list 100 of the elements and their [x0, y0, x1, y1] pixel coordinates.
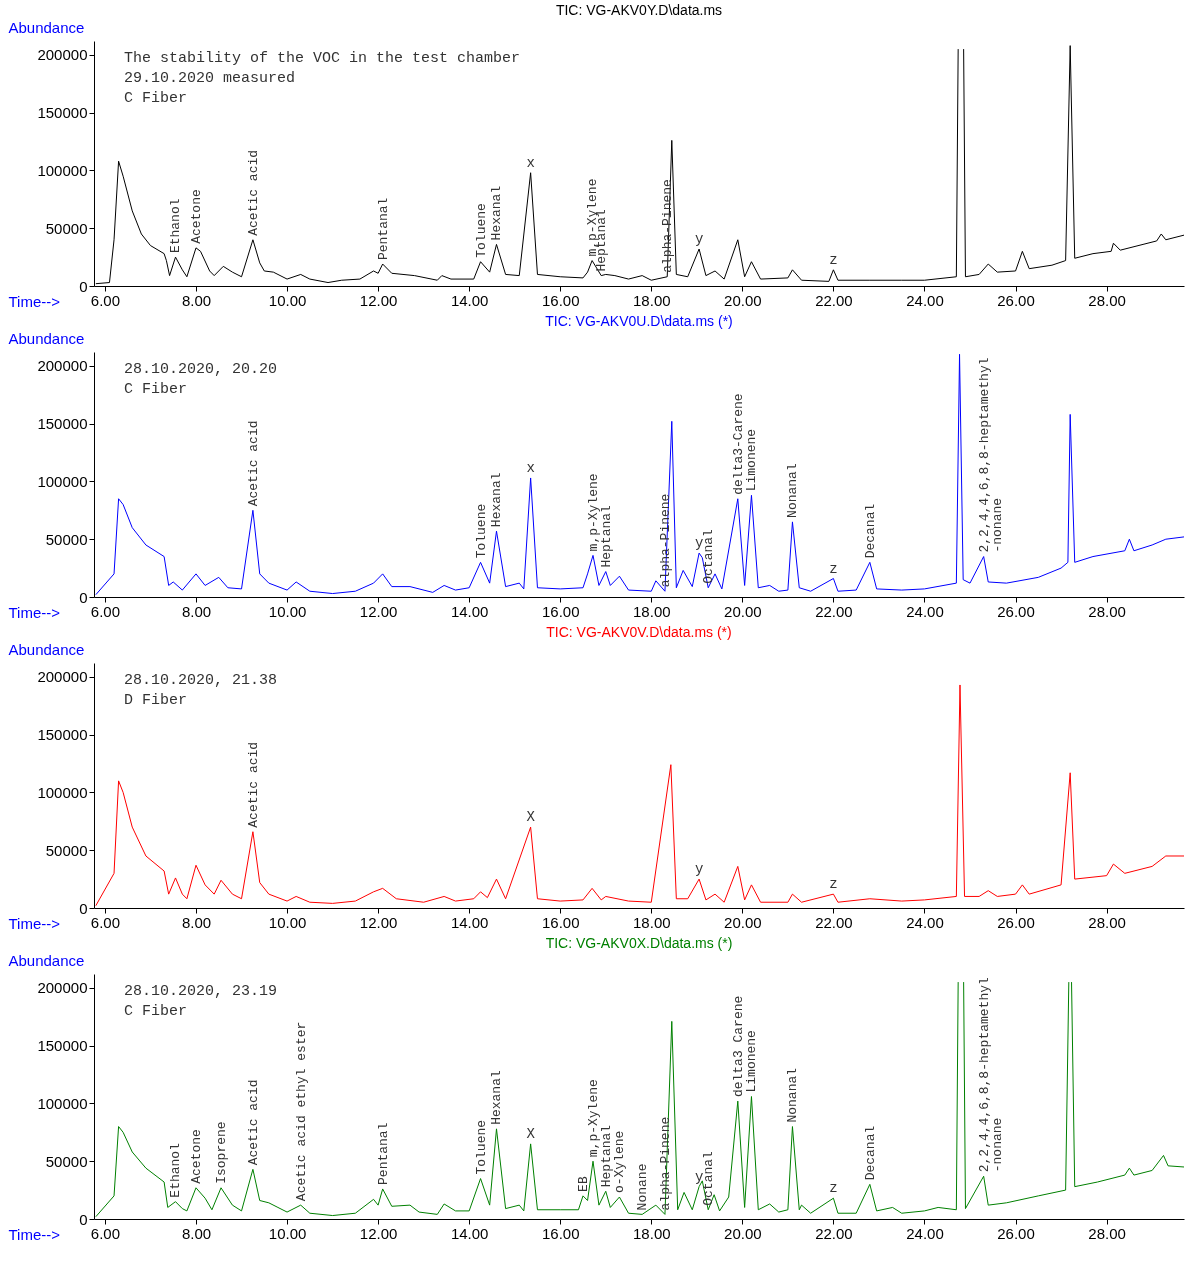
- y-tick-label: 100000: [37, 1094, 88, 1112]
- annotation: Nonane: [635, 1163, 651, 1211]
- x-tick-label: 10.00: [268, 913, 307, 931]
- x-tick-label: 18.00: [633, 913, 671, 931]
- x-tick-label: 24.00: [906, 913, 944, 931]
- y-tick-label: 100000: [37, 472, 88, 490]
- y-tick-label: 0: [79, 277, 88, 295]
- x-tick-label: 10.00: [268, 602, 307, 620]
- annotation: Toluene: [473, 1119, 489, 1175]
- annotation: Pentanal: [375, 197, 391, 261]
- annotation: Isoprene: [214, 1121, 230, 1184]
- annotation: 29.10.2020 measured: [124, 70, 296, 87]
- annotation: Pentanal: [375, 1122, 391, 1185]
- chart-title: TIC: VG-AKV0V.D\data.ms (*): [546, 624, 732, 640]
- annotation: z: [829, 876, 838, 893]
- annotation: Hexanal: [489, 472, 505, 528]
- annotation: C Fiber: [124, 381, 188, 398]
- x-tick-label: 16.00: [541, 602, 580, 620]
- x-tick-label: 14.00: [450, 1224, 489, 1242]
- x-tick-label: 24.00: [906, 602, 944, 620]
- annotation: o-Xylene: [612, 1130, 628, 1194]
- y-axis-title: Abundance: [8, 640, 85, 658]
- annotation: Toluene: [473, 203, 489, 258]
- y-tick-label: 100000: [37, 161, 88, 179]
- y-tick-label: 150000: [37, 415, 88, 433]
- x-tick-label: 18.00: [633, 291, 671, 309]
- x-tick-label: 28.00: [1088, 913, 1126, 931]
- x-tick-label: 12.00: [359, 291, 398, 309]
- annotation: z: [829, 251, 838, 268]
- annotation: alpha-Pinene: [660, 179, 676, 273]
- annotation: Ethanol: [168, 198, 184, 254]
- chart-title: TIC: VG-AKV0X.D\data.ms (*): [545, 935, 733, 951]
- annotation: Limonene: [744, 1030, 760, 1093]
- x-tick-label: 18.00: [633, 602, 671, 620]
- y-tick-label: 50000: [45, 841, 88, 859]
- x-tick-label: 14.00: [450, 291, 489, 309]
- x-tick-label: 14.00: [450, 913, 489, 931]
- x-tick-label: 24.00: [906, 1224, 944, 1242]
- annotation: D Fiber: [124, 692, 188, 709]
- annotation: delta3 Carene: [730, 995, 746, 1098]
- x-tick-label: 6.00: [90, 602, 121, 620]
- x-tick-label: 10.00: [268, 291, 307, 309]
- annotation: x: [526, 459, 535, 476]
- annotation: 28.10.2020, 23.19: [124, 983, 278, 1000]
- annotation: Decanal: [862, 1125, 878, 1181]
- y-tick-label: 0: [79, 588, 88, 606]
- x-axis-title: Time-->: [8, 914, 61, 932]
- x-tick-label: 12.00: [359, 913, 398, 931]
- x-tick-label: 26.00: [997, 913, 1035, 931]
- annotation: Hexanal: [489, 185, 505, 241]
- x-tick-label: 22.00: [815, 602, 853, 620]
- annotation: y: [694, 535, 704, 552]
- x-tick-label: 28.00: [1088, 291, 1126, 309]
- y-tick-label: 200000: [37, 46, 88, 64]
- x-tick-label: 16.00: [541, 913, 580, 931]
- y-tick-label: 200000: [37, 357, 88, 375]
- annotation: z: [829, 560, 838, 577]
- annotation: Acetic acid: [245, 149, 261, 236]
- annotation: Limonene: [744, 428, 760, 492]
- x-tick-label: 16.00: [541, 1224, 580, 1242]
- annotation: y: [694, 861, 704, 878]
- annotation: Hexanal: [489, 1070, 505, 1125]
- x-axis-title: Time-->: [8, 1225, 61, 1243]
- x-tick-label: 24.00: [906, 291, 944, 309]
- x-tick-label: 6.00: [90, 291, 121, 309]
- annotation: 2,2,4,4,6,8,8-heptamethyl -nonane: [976, 357, 1005, 553]
- annotation: Acetic acid: [245, 1079, 261, 1166]
- y-axis-title: Abundance: [8, 951, 85, 969]
- annotation: y: [694, 231, 704, 248]
- x-tick-label: 22.00: [815, 1224, 853, 1242]
- x-tick-label: 12.00: [359, 602, 398, 620]
- x-tick-label: 6.00: [90, 1224, 121, 1242]
- x-tick-label: 8.00: [181, 602, 212, 620]
- annotation: alpha-Pinene: [657, 493, 673, 588]
- annotation: Nonanal: [785, 463, 801, 518]
- annotation: x: [526, 154, 535, 171]
- y-tick-label: 150000: [37, 1037, 88, 1055]
- x-tick-label: 28.00: [1088, 1224, 1126, 1242]
- annotation: 2,2,4,4,6,8,8-heptamethyl -nonane: [976, 977, 1005, 1173]
- annotation: Nonanal: [785, 1067, 801, 1123]
- y-tick-label: 50000: [45, 1152, 88, 1170]
- annotation: C Fiber: [124, 90, 188, 107]
- y-tick-label: 200000: [37, 979, 88, 997]
- x-tick-label: 26.00: [997, 291, 1035, 309]
- x-tick-label: 28.00: [1088, 602, 1126, 620]
- annotation: Acetic acid: [245, 420, 261, 507]
- x-tick-label: 8.00: [181, 291, 212, 309]
- annotation: EB: [576, 1176, 591, 1192]
- chart-title: TIC: VG-AKV0Y.D\data.ms: [555, 2, 723, 18]
- annotation: The stability of the VOC in the test chamber: [124, 50, 521, 67]
- annotation: Acetic acid ethyl ester: [293, 1021, 309, 1202]
- y-tick-label: 0: [79, 1210, 88, 1228]
- annotation: C Fiber: [124, 1003, 188, 1020]
- annotation: 28.10.2020, 21.38: [124, 672, 278, 689]
- x-tick-label: 18.00: [633, 1224, 671, 1242]
- y-tick-label: 0: [79, 899, 88, 917]
- x-tick-label: 20.00: [724, 1224, 762, 1242]
- annotation: Acetone: [188, 1129, 204, 1184]
- x-tick-label: 26.00: [997, 602, 1035, 620]
- x-tick-label: 16.00: [541, 291, 580, 309]
